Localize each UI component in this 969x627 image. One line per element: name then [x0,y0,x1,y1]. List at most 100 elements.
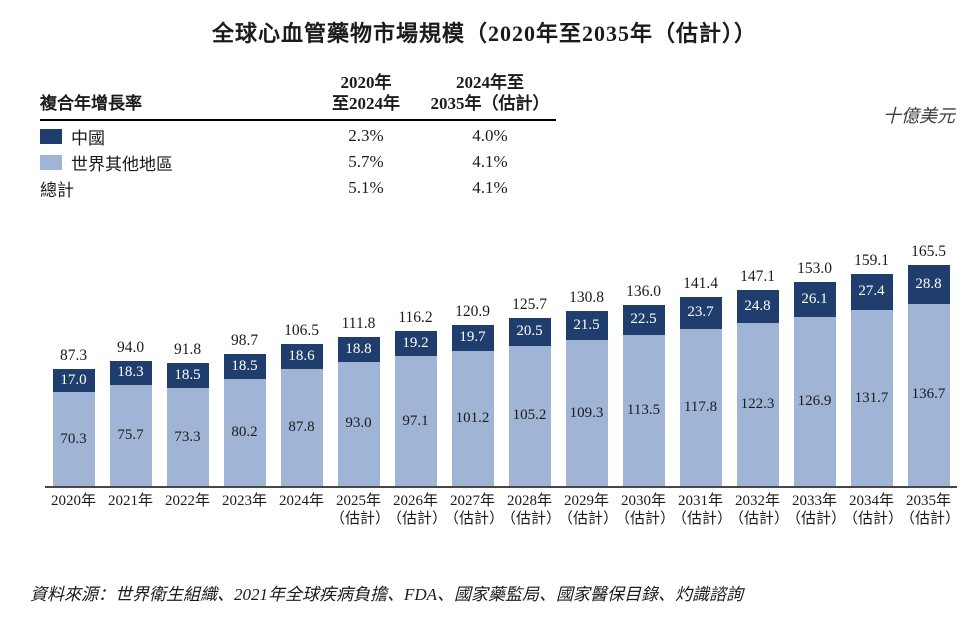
x-axis-year: 2028年 [506,493,552,509]
x-axis-estimate-suffix: （估計） [672,511,733,527]
total-row-label: 總計 [40,180,74,200]
bar-segment-china: 19.7 [451,324,494,351]
bar-segment-rest-of-world: 105.2 [508,345,551,486]
x-axis-labels: 2020年 2021年 2022年 2023年 2024年 2025年 （估計） 2026年（… [45,492,961,528]
cagr-china-2024-2035: 4.0% [472,126,508,145]
x-axis-tick-label: 2026年 （估計） [387,492,448,528]
x-axis-year: 2031年 [677,493,723,509]
cagr-row-header: 複合年增長率 [40,94,142,113]
bar-total-label: 106.5 [284,322,319,340]
cagr-table: 複合年增長率 2020年 至2024年 2024年至 2035年（估計） 中國 … [40,72,556,200]
bar-column: 136.0 22.5 113.5 [615,282,672,486]
bar-segment-rest-of-world: 80.2 [223,378,266,486]
bar-total-label: 125.7 [512,296,547,314]
bar-segment-rest-of-world: 131.7 [850,310,893,486]
rest-of-world-legend-swatch-icon [40,154,62,170]
cagr-china-2020-2024: 2.3% [348,126,384,145]
bar-total-label: 141.4 [683,275,718,293]
x-axis-year: 2021年 [107,493,153,509]
bar-column: 116.2 19.2 97.1 [387,309,444,486]
bar-segment-china: 17.0 [52,369,95,393]
bar-segment-china: 20.5 [508,318,551,346]
bars: 87.3 17.0 70.3 94.0 18.3 75.7 91.8 18.5 73.3 98.7… [45,240,957,486]
cagr-table-header: 複合年增長率 2020年 至2024年 2024年至 2035年（估計） [40,72,556,121]
x-axis-estimate-suffix: （估計） [501,511,562,527]
x-axis-tick-label: 2023年 [216,492,273,528]
bar-column: 87.3 17.0 70.3 [45,347,102,486]
legend-item-rest-of-world: 世界其他地區 [40,150,308,175]
bar-total-label: 87.3 [59,347,88,365]
source-note: 資料來源：世界衛生組織、2021年全球疾病負擔、FDA、國家藥監局、國家醫保目錄… [30,585,744,604]
bar-segment-rest-of-world: 75.7 [109,384,152,486]
bar-total-label: 130.8 [569,289,604,307]
cagr-row-total: 總計 5.1% 4.1% [40,177,556,200]
x-axis-tick-label: 2029年 （估計） [558,492,619,528]
legend-item-china: 中國 [40,124,308,149]
bar-total-label: 136.0 [626,282,661,300]
bar-segment-rest-of-world: 117.8 [679,328,722,486]
bar-segment-rest-of-world: 97.1 [394,356,437,486]
cagr-total-2020-2024: 5.1% [348,178,384,197]
bar-segment-china: 21.5 [565,311,608,341]
bar-column: 120.9 19.7 101.2 [444,303,501,486]
bar-total-label: 147.1 [740,267,775,285]
x-axis-year: 2033年 [791,493,837,509]
bar-column: 111.8 18.8 93.0 [330,315,387,486]
x-axis-tick-label: 2034年 （估計） [843,492,904,528]
bar-segment-china: 18.8 [337,336,380,362]
bar-column: 130.8 21.5 109.3 [558,289,615,486]
x-axis-estimate-suffix: （估計） [387,511,448,527]
bar-column: 91.8 18.5 73.3 [159,341,216,486]
bar-column: 98.7 18.5 80.2 [216,332,273,486]
cagr-row-china: 中國 2.3% 4.0% [40,124,556,149]
bar-segment-rest-of-world: 126.9 [793,316,836,486]
x-axis-year: 2023年 [221,493,267,509]
bar-column: 165.5 28.8 136.7 [900,243,957,486]
cagr-col1-header-line2: 至2024年 [332,94,400,113]
bar-total-label: 165.5 [911,243,946,261]
x-axis-year: 2020年 [50,493,96,509]
x-axis-year: 2025年 [335,493,381,509]
bar-segment-china: 28.8 [907,265,950,304]
x-axis-tick-label: 2032年 （估計） [729,492,789,528]
x-axis-tick-label: 2031年 （估計） [672,492,733,528]
x-axis-year: 2026年 [392,493,438,509]
x-axis-tick-label: 2028年 （估計） [501,492,562,528]
x-axis-year: 2034年 [848,493,894,509]
bar-segment-rest-of-world: 87.8 [280,368,323,486]
x-axis-tick-label: 2020年 [45,492,102,528]
bar-total-label: 120.9 [455,302,490,320]
x-axis-tick-label: 2024年 [273,492,330,528]
x-axis-estimate-suffix: （估計） [843,511,904,527]
bar-total-label: 159.1 [854,251,889,269]
bar-segment-china: 18.5 [223,354,266,379]
bar-segment-china: 18.5 [166,363,209,389]
bar-segment-rest-of-world: 93.0 [337,361,380,486]
x-axis-tick-label: 2022年 [159,492,216,528]
chart-title: 全球心血管藥物市場規模（2020年至2035年（估計）） [211,21,757,46]
bar-total-label: 94.0 [116,338,145,356]
bar-segment-rest-of-world: 109.3 [565,340,608,486]
cagr-total-2024-2035: 4.1% [472,178,508,197]
x-axis-tick-label: 2025年 （估計） [330,492,390,528]
bar-segment-china: 27.4 [850,273,893,311]
legend-label-china: 中國 [71,128,105,148]
bar-segment-china: 18.6 [280,344,323,369]
bar-column: 159.1 27.4 131.7 [843,252,900,486]
bar-column: 106.5 18.6 87.8 [273,322,330,486]
x-axis-year: 2032年 [734,493,780,509]
bar-total-label: 98.7 [230,332,259,350]
bar-segment-rest-of-world: 122.3 [736,322,779,486]
x-axis-estimate-suffix: （估計） [558,511,619,527]
x-axis-tick-label: 2035年 （估計） [900,492,961,528]
x-axis-estimate-suffix: （估計） [615,511,676,527]
x-axis-year: 2029年 [563,493,609,509]
bar-segment-china: 18.3 [109,360,152,385]
bar-segment-rest-of-world: 101.2 [451,350,494,486]
x-axis-year: 2024年 [278,493,324,509]
cagr-col2-header-line1: 2024年至 [456,73,524,92]
bar-segment-china: 26.1 [793,281,836,317]
x-axis-estimate-suffix: （估計） [900,511,961,527]
bar-column: 125.7 20.5 105.2 [501,296,558,486]
